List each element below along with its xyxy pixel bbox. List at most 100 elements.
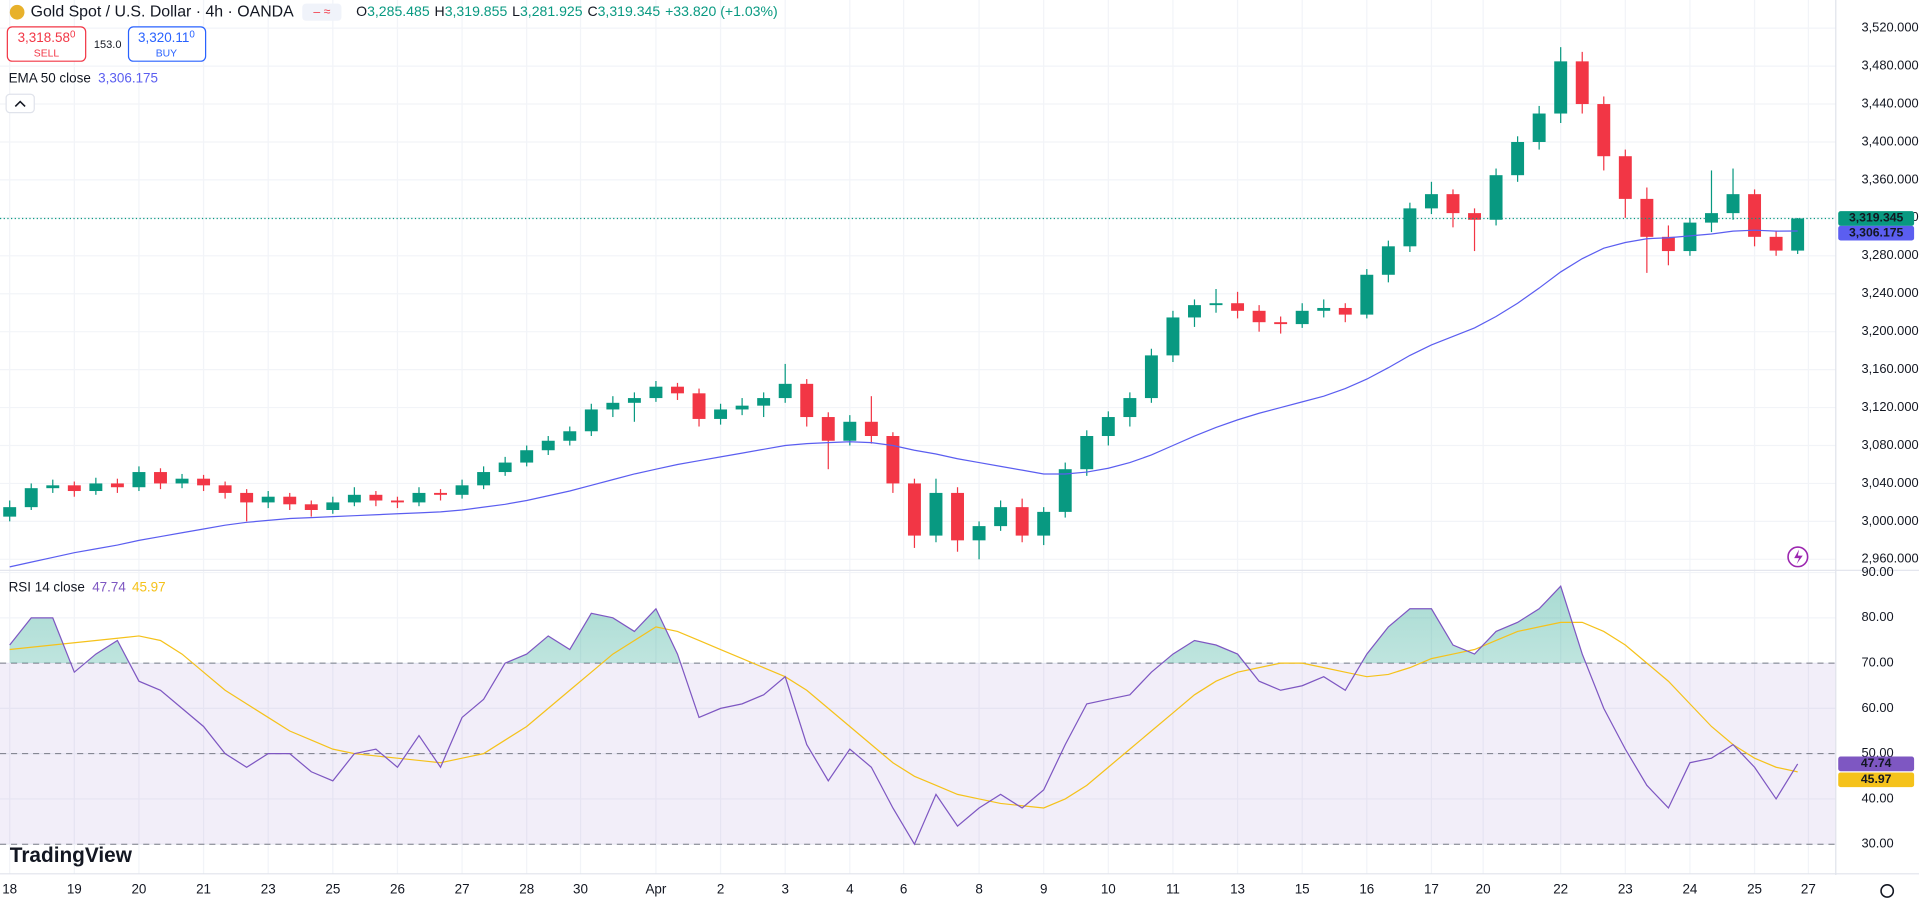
- ema-legend[interactable]: EMA 50 close 3,306.175: [9, 70, 158, 85]
- x-tick-label: 22: [1553, 881, 1568, 896]
- candle-body: [714, 409, 728, 419]
- ohlc-key: C: [587, 3, 597, 19]
- candle-body: [24, 488, 38, 508]
- candle-body: [606, 402, 620, 410]
- candle-body: [1748, 194, 1762, 237]
- candle-body: [757, 398, 771, 406]
- collapse-button[interactable]: [5, 93, 35, 114]
- x-tick-label: 23: [261, 881, 276, 896]
- candle-body: [347, 494, 361, 503]
- candle-body: [886, 436, 900, 484]
- candle-body: [929, 492, 943, 536]
- rsi-axis-label: 47.74: [1861, 756, 1892, 770]
- candle-body: [1123, 398, 1137, 418]
- rsi-tick-label: 60.00: [1861, 700, 1893, 715]
- candle-body: [455, 485, 469, 495]
- candle-body: [132, 472, 146, 488]
- candle-body: [1726, 194, 1740, 214]
- rsi-name: RSI 14 close: [9, 579, 85, 594]
- rsi-ma-line: [9, 621, 1798, 809]
- plot: [0, 47, 1836, 846]
- candle-body: [1618, 156, 1632, 199]
- y-tick-label: 3,280.000: [1861, 247, 1918, 262]
- x-tick-label: 16: [1359, 881, 1374, 896]
- x-tick-label: 27: [455, 881, 470, 896]
- candle-body: [46, 485, 60, 489]
- buy-button[interactable]: [127, 26, 207, 62]
- buy-label: BUY: [156, 49, 177, 60]
- candle-body: [110, 483, 124, 488]
- buy-price-frac: 0: [189, 29, 195, 40]
- x-tick-label: 27: [1801, 881, 1816, 896]
- rsi-ma-axis-label-box: [1838, 772, 1915, 788]
- y-tick-label: 3,400.000: [1861, 133, 1918, 148]
- candle-body: [800, 383, 814, 418]
- candle-body: [261, 496, 275, 503]
- x-tick-label: 26: [390, 881, 405, 896]
- candle-body: [972, 526, 986, 541]
- last-price-label: 3,319.345: [1849, 211, 1904, 225]
- candle-body: [1015, 507, 1029, 536]
- candle-body: [843, 421, 857, 441]
- rsi-tick-label: 30.00: [1861, 836, 1893, 851]
- candle-body: [67, 485, 81, 492]
- y-tick-label: 3,080.000: [1861, 437, 1918, 452]
- candle-body: [1166, 317, 1180, 356]
- rsi-value: 47.74: [92, 579, 126, 594]
- y-tick-label: 3,160.000: [1861, 361, 1918, 376]
- x-tick-label: 25: [325, 881, 340, 896]
- candle-body: [1231, 303, 1245, 311]
- x-tick-label: 20: [1476, 881, 1491, 896]
- candle-body: [1468, 213, 1481, 220]
- sell-button[interactable]: [6, 26, 87, 62]
- candle-body: [584, 409, 598, 432]
- candle-body: [735, 405, 749, 410]
- ohlc-change: +33.820 (+1.03%): [665, 3, 778, 19]
- candle-body: [671, 386, 684, 394]
- ema-name: EMA 50 close: [9, 70, 91, 85]
- grid: [0, 0, 1836, 874]
- y-tick-label: 3,120.000: [1861, 399, 1918, 414]
- y-tick-label: 3,000.000: [1861, 513, 1918, 528]
- candle-body: [1640, 198, 1654, 237]
- candle-body: [304, 504, 318, 510]
- candle-body: [240, 492, 254, 503]
- candle-body: [283, 496, 297, 505]
- candle-body: [1080, 436, 1094, 470]
- x-tick-label: 23: [1618, 881, 1633, 896]
- candle-body: [1101, 417, 1115, 437]
- candle-body: [1791, 218, 1805, 251]
- candle-body: [563, 431, 577, 441]
- candle-body: [907, 483, 921, 536]
- x-tick-label: 30: [573, 881, 588, 896]
- candle-body: [1705, 213, 1718, 223]
- candle-body: [434, 492, 447, 495]
- candle-body: [649, 386, 663, 399]
- ohlc-value: 3,319.855: [445, 3, 508, 19]
- candle-body: [326, 502, 340, 510]
- x-tick-label: 6: [900, 881, 907, 896]
- ema-value: 3,306.175: [98, 70, 158, 85]
- rsi-ma-value: 45.97: [132, 579, 166, 594]
- candle-body: [1446, 194, 1460, 214]
- x-tick-label: 8: [975, 881, 982, 896]
- candle-body: [1144, 355, 1158, 399]
- x-tick-label: 17: [1424, 881, 1439, 896]
- rsi-ma-axis-label: 45.97: [1861, 772, 1892, 786]
- candle-body: [1252, 310, 1266, 323]
- candle-body: [1532, 113, 1546, 142]
- buy-price-main: 3,320.11: [138, 30, 189, 45]
- candle-body: [821, 417, 835, 441]
- spread: 153.0: [94, 39, 122, 51]
- rsi-legend[interactable]: RSI 14 close 47.74 45.97: [9, 579, 166, 594]
- candle-body: [1274, 322, 1288, 325]
- y-tick-label: 3,440.000: [1861, 95, 1918, 110]
- candle-body: [1317, 307, 1331, 311]
- symbol-title[interactable]: Gold Spot / U.S. Dollar · 4h · OANDA: [31, 3, 295, 20]
- settings-icon[interactable]: [1880, 884, 1895, 898]
- compare-button[interactable]: [302, 3, 342, 21]
- candle-body: [175, 478, 189, 484]
- compare-icon: – ≈: [313, 4, 330, 18]
- ohlc-key: O: [356, 3, 367, 19]
- y-tick-label: 2,960.000: [1861, 551, 1918, 566]
